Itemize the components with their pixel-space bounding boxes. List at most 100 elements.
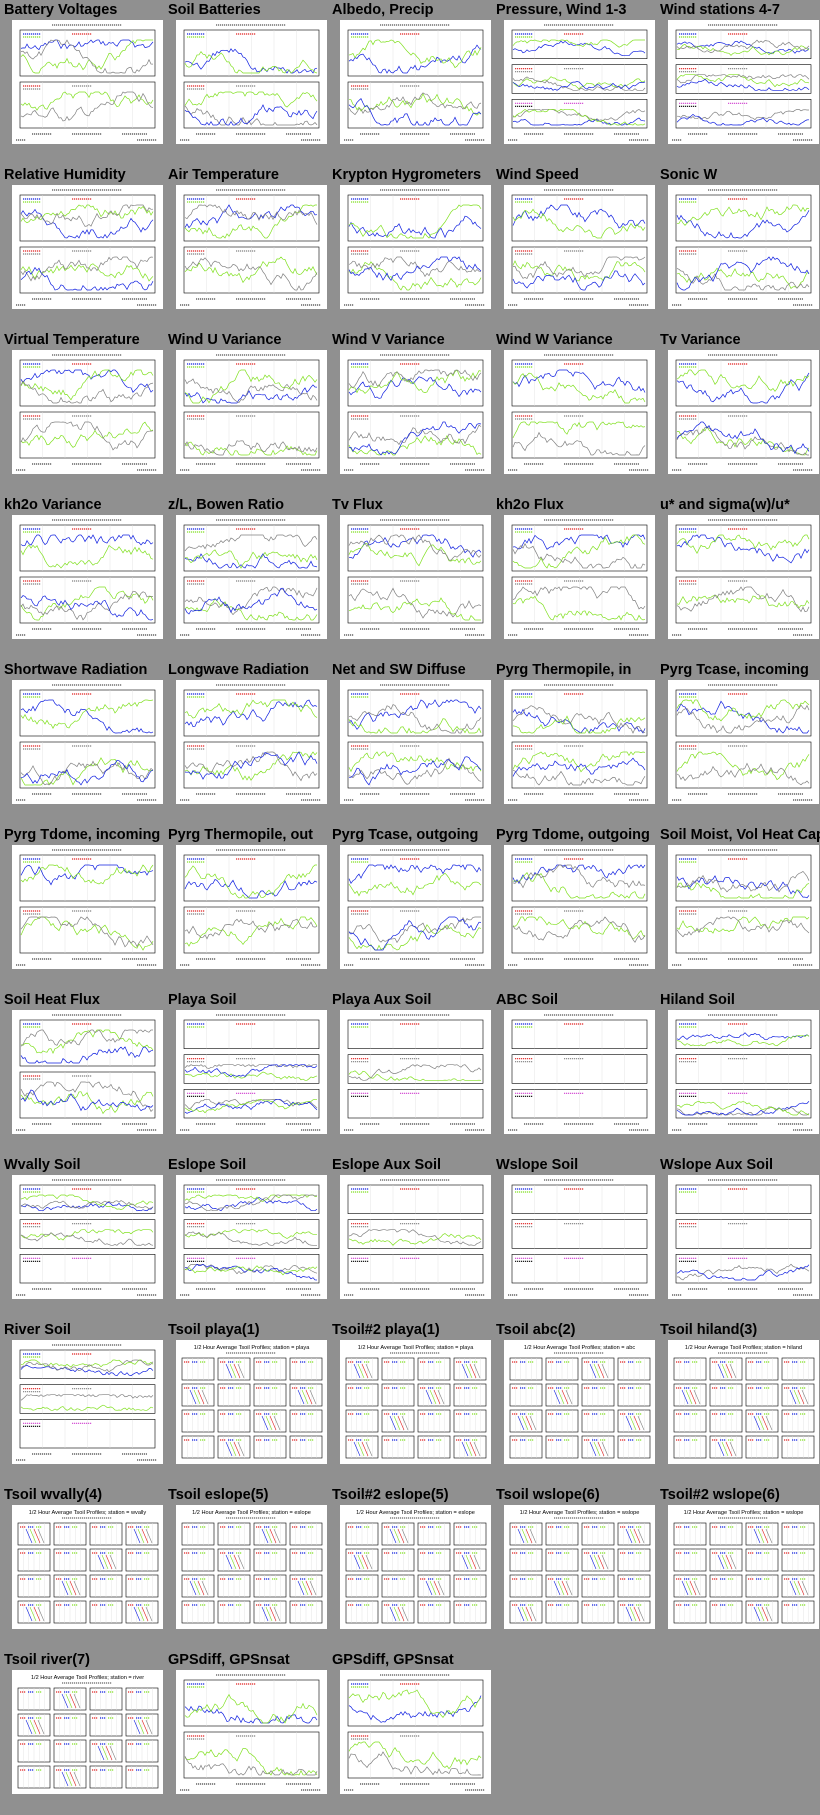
plot-thumbnail[interactable] [12, 680, 163, 804]
thumbnail-title[interactable]: Tsoil eslope(5) [168, 1487, 269, 1503]
thumbnail-title[interactable]: u* and sigma(w)/u* [660, 497, 790, 513]
thumbnail-title[interactable]: z/L, Bowen Ratio [168, 497, 284, 513]
thumbnail-title[interactable]: Tsoil abc(2) [496, 1322, 576, 1338]
plot-thumbnail[interactable] [12, 350, 163, 474]
thumbnail-title[interactable]: Relative Humidity [4, 167, 126, 183]
plot-thumbnail[interactable] [668, 20, 819, 144]
thumbnail-title[interactable]: Tv Flux [332, 497, 383, 513]
plot-thumbnail[interactable] [668, 680, 819, 804]
plot-thumbnail[interactable] [176, 185, 327, 309]
plot-thumbnail[interactable]: 1/2 Hour Average Tsoil Profiles; station… [668, 1340, 819, 1464]
thumbnail-title[interactable]: Soil Heat Flux [4, 992, 100, 1008]
thumbnail-title[interactable]: Battery Voltages [4, 2, 118, 18]
plot-thumbnail[interactable] [504, 1175, 655, 1299]
plot-thumbnail[interactable] [340, 1670, 491, 1794]
plot-thumbnail[interactable]: 1/2 Hour Average Tsoil Profiles; station… [176, 1505, 327, 1629]
thumbnail-title[interactable]: River Soil [4, 1322, 71, 1338]
plot-thumbnail[interactable]: 1/2 Hour Average Tsoil Profiles; station… [12, 1505, 163, 1629]
thumbnail-title[interactable]: Tsoil wslope(6) [496, 1487, 600, 1503]
plot-thumbnail[interactable] [668, 515, 819, 639]
thumbnail-title[interactable]: Wvally Soil [4, 1157, 81, 1173]
thumbnail-title[interactable]: Wind stations 4-7 [660, 2, 780, 18]
plot-thumbnail[interactable] [340, 515, 491, 639]
thumbnail-title[interactable]: Pyrg Tdome, incoming [4, 827, 161, 843]
plot-thumbnail[interactable] [668, 185, 819, 309]
thumbnail-title[interactable]: Wind W Variance [496, 332, 613, 348]
plot-thumbnail[interactable] [176, 20, 327, 144]
plot-thumbnail[interactable] [340, 350, 491, 474]
thumbnail-title[interactable]: Longwave Radiation [168, 662, 309, 678]
thumbnail-title[interactable]: ABC Soil [496, 992, 559, 1008]
plot-thumbnail[interactable] [12, 1340, 163, 1464]
plot-thumbnail[interactable] [504, 350, 655, 474]
thumbnail-title[interactable]: kh2o Flux [496, 497, 564, 513]
plot-thumbnail[interactable] [12, 1175, 163, 1299]
thumbnail-title[interactable]: Soil Batteries [168, 2, 261, 18]
plot-thumbnail[interactable] [668, 1175, 819, 1299]
thumbnail-title[interactable]: Tsoil#2 eslope(5) [332, 1487, 449, 1503]
thumbnail-title[interactable]: Sonic W [660, 167, 718, 183]
plot-thumbnail[interactable] [668, 845, 819, 969]
plot-thumbnail[interactable] [176, 1175, 327, 1299]
thumbnail-title[interactable]: Wslope Soil [496, 1157, 579, 1173]
plot-thumbnail[interactable] [340, 680, 491, 804]
thumbnail-title[interactable]: Pyrg Thermopile, out [168, 827, 314, 843]
plot-thumbnail[interactable] [668, 350, 819, 474]
thumbnail-title[interactable]: Hiland Soil [660, 992, 735, 1008]
plot-thumbnail[interactable] [504, 20, 655, 144]
plot-thumbnail[interactable]: 1/2 Hour Average Tsoil Profiles; station… [12, 1670, 163, 1794]
plot-thumbnail[interactable] [12, 845, 163, 969]
plot-thumbnail[interactable] [504, 845, 655, 969]
plot-thumbnail[interactable] [340, 20, 491, 144]
plot-thumbnail[interactable] [176, 845, 327, 969]
plot-thumbnail[interactable]: 1/2 Hour Average Tsoil Profiles; station… [504, 1340, 655, 1464]
thumbnail-title[interactable]: Playa Aux Soil [332, 992, 432, 1008]
thumbnail-title[interactable]: Tv Variance [660, 332, 741, 348]
thumbnail-title[interactable]: Wind U Variance [168, 332, 282, 348]
thumbnail-title[interactable]: Tsoil#2 wslope(6) [660, 1487, 780, 1503]
thumbnail-title[interactable]: Tsoil playa(1) [168, 1322, 260, 1338]
plot-thumbnail[interactable] [176, 1670, 327, 1794]
thumbnail-title[interactable]: Krypton Hygrometers [332, 167, 482, 183]
thumbnail-title[interactable]: Wind Speed [496, 167, 579, 183]
plot-thumbnail[interactable] [176, 1010, 327, 1134]
plot-thumbnail[interactable] [340, 845, 491, 969]
thumbnail-title[interactable]: GPSdiff, GPSnsat [168, 1652, 290, 1668]
thumbnail-title[interactable]: Net and SW Diffuse [332, 662, 466, 678]
thumbnail-title[interactable]: Tsoil river(7) [4, 1652, 90, 1668]
plot-thumbnail[interactable] [12, 20, 163, 144]
plot-thumbnail[interactable] [176, 350, 327, 474]
plot-thumbnail[interactable] [12, 185, 163, 309]
thumbnail-title[interactable]: Wind V Variance [332, 332, 445, 348]
plot-thumbnail[interactable] [340, 185, 491, 309]
thumbnail-title[interactable]: Pyrg Tcase, incoming [660, 662, 809, 678]
thumbnail-title[interactable]: Tsoil wvally(4) [4, 1487, 103, 1503]
plot-thumbnail[interactable] [504, 185, 655, 309]
plot-thumbnail[interactable] [340, 1010, 491, 1134]
thumbnail-title[interactable]: Pyrg Tdome, outgoing [496, 827, 650, 843]
thumbnail-title[interactable]: Playa Soil [168, 992, 237, 1008]
plot-thumbnail[interactable] [668, 1010, 819, 1134]
plot-thumbnail[interactable] [12, 1010, 163, 1134]
thumbnail-title[interactable]: Albedo, Precip [332, 2, 434, 18]
thumbnail-title[interactable]: Tsoil hiland(3) [660, 1322, 758, 1338]
thumbnail-title[interactable]: Eslope Soil [168, 1157, 247, 1173]
thumbnail-title[interactable]: Pyrg Thermopile, in [496, 662, 632, 678]
thumbnail-title[interactable]: GPSdiff, GPSnsat [332, 1652, 454, 1668]
thumbnail-title[interactable]: Pyrg Tcase, outgoing [332, 827, 479, 843]
plot-thumbnail[interactable] [504, 680, 655, 804]
thumbnail-title[interactable]: Shortwave Radiation [4, 662, 148, 678]
plot-thumbnail[interactable] [504, 1010, 655, 1134]
thumbnail-title[interactable]: kh2o Variance [4, 497, 102, 513]
plot-thumbnail[interactable] [504, 515, 655, 639]
plot-thumbnail[interactable] [340, 1175, 491, 1299]
plot-thumbnail[interactable]: 1/2 Hour Average Tsoil Profiles; station… [340, 1340, 491, 1464]
thumbnail-title[interactable]: Tsoil#2 playa(1) [332, 1322, 440, 1338]
plot-thumbnail[interactable]: 1/2 Hour Average Tsoil Profiles; station… [504, 1505, 655, 1629]
plot-thumbnail[interactable] [176, 680, 327, 804]
plot-thumbnail[interactable]: 1/2 Hour Average Tsoil Profiles; station… [668, 1505, 819, 1629]
thumbnail-title[interactable]: Wslope Aux Soil [660, 1157, 774, 1173]
thumbnail-title[interactable]: Virtual Temperature [4, 332, 140, 348]
thumbnail-title[interactable]: Pressure, Wind 1-3 [496, 2, 627, 18]
thumbnail-title[interactable]: Air Temperature [168, 167, 279, 183]
